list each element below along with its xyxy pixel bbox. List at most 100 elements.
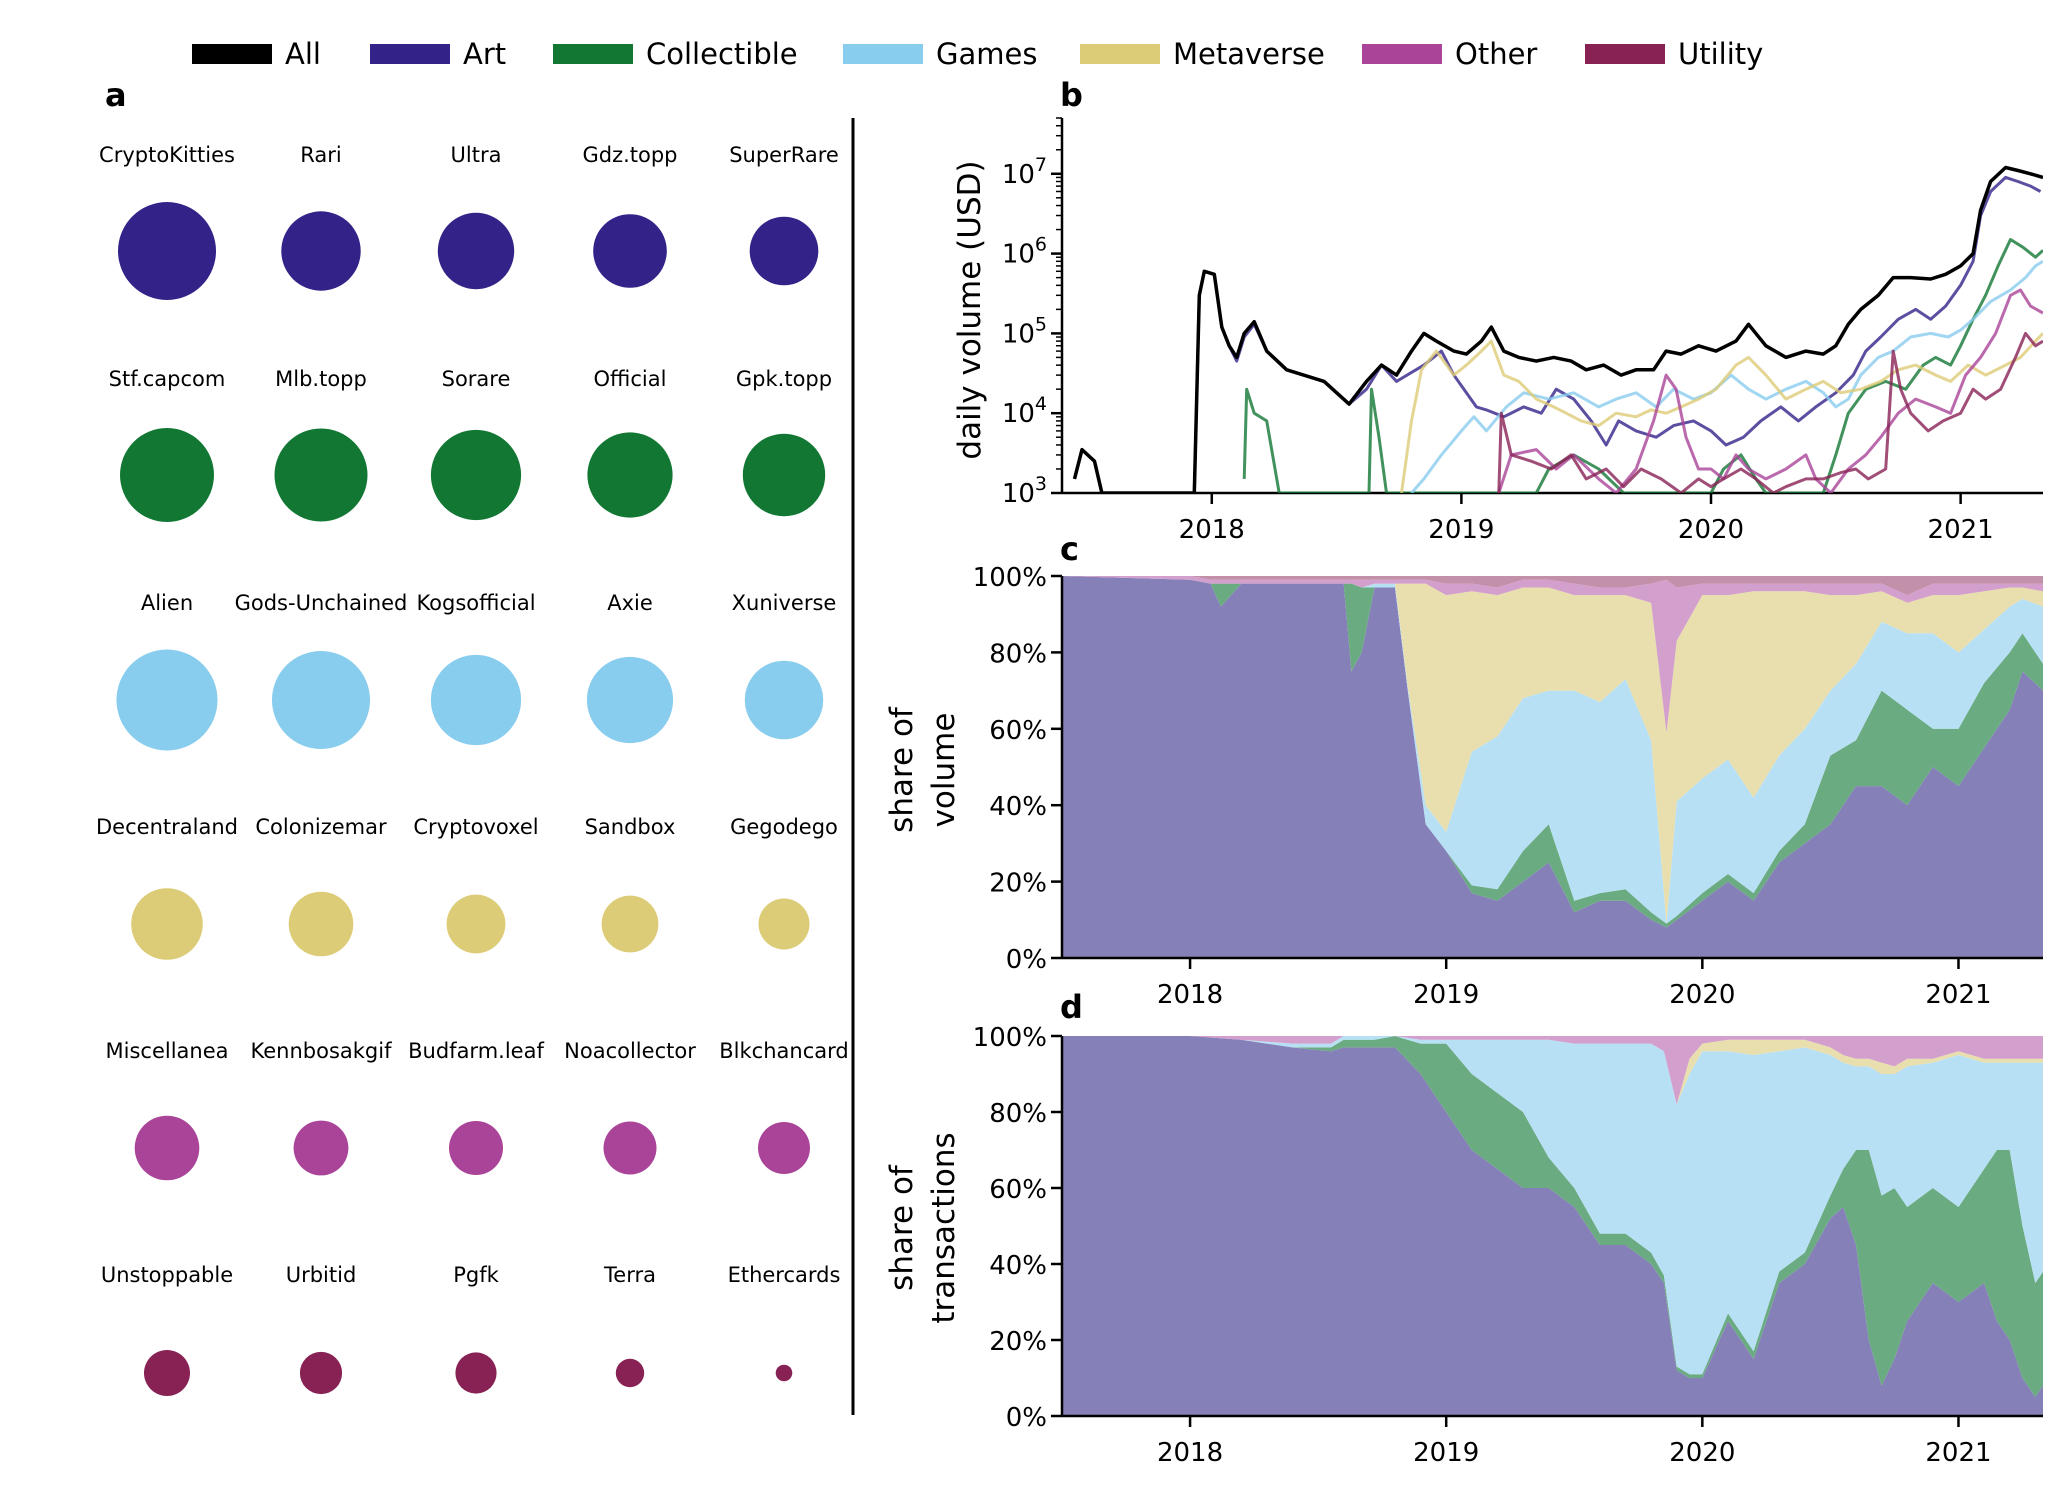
y-tick-label: 100% [973,563,1047,593]
legend-label-art: Art [463,37,506,71]
legend-label-metaverse: Metaverse [1173,37,1325,71]
legend-swatch-collectible [553,44,633,64]
y-tick-label: 107 [1002,154,1047,190]
bubble-label-superrare: SuperRare [729,143,839,167]
bubble-mlb-topp [274,428,368,522]
x-tick-label: 2021 [1925,1438,1991,1468]
bubble-kennbosakgif [293,1120,349,1176]
y-tick-label: 40% [989,792,1047,822]
bubble-urbitid [299,1351,343,1395]
line-all [1072,165,2043,493]
bubble-label-ethercards: Ethercards [728,1263,841,1287]
panel-a-letter: a [105,76,127,114]
bubble-budfarm-leaf [449,1121,503,1175]
bubble-blkchancard [758,1122,810,1174]
bubble-axie [586,656,674,744]
bubble-label-budfarm-leaf: Budfarm.leaf [408,1039,544,1063]
bubble-label-rari: Rari [300,143,341,167]
bubble-cryptovoxel [446,894,506,954]
legend: All Art Collectible Games Metaverse Other Util… [192,37,1763,71]
bubble-gdz-topp [593,214,667,288]
y-axis-title: daily volume (USD) [952,160,988,459]
bubble-label-kennbosakgif: Kennbosakgif [251,1039,393,1063]
bubble-label-official: Official [594,367,667,391]
y-tick-label: 0% [1006,945,1047,975]
area-metaverse [1062,576,2043,924]
y-tick-label: 40% [989,1251,1047,1281]
legend-label-games: Games [936,37,1037,71]
y-tick-label: 60% [989,716,1047,746]
bubble-gods-unchained [272,651,370,749]
legend-label-all: All [285,37,321,71]
panel-b-volume-lines: 103 104 105 106 107 2018 2019 2020 2021 daily vol… [952,117,2043,545]
x-tick-label: 2020 [1669,980,1735,1010]
y-axis-title-line: share of [884,706,920,833]
panel-d-letter: d [1060,988,1083,1026]
panel-d-share-of-transactions: 0% 20% 40% 60% 80% 100% 2018 2019 2020 2021 share … [884,1023,2043,1468]
x-tick-label: 2019 [1413,1438,1479,1468]
area-utility [1062,576,2043,596]
panel-a-bubbles: CryptoKitties Rari Ultra Gdz.topp SuperRare S… [96,143,849,1396]
bubble-label-gpk-topp: Gpk.topp [736,367,832,391]
bubble-stf-capcom [120,428,214,522]
x-tick-label: 2019 [1428,515,1494,545]
y-tick-label: 105 [1002,313,1047,349]
bubble-label-blkchancard: Blkchancard [719,1039,848,1063]
legend-swatch-other [1362,44,1442,64]
y-tick-label: 20% [989,1327,1047,1357]
bubble-miscellanea [134,1115,200,1181]
bubble-xuniverse [744,660,824,740]
x-tick-label: 2018 [1157,1438,1223,1468]
bubble-cryptokitties [118,202,216,300]
bubble-label-terra: Terra [603,1263,656,1287]
bubble-label-colonizemar: Colonizemar [255,815,387,839]
bubble-ultra [437,212,515,290]
bubble-terra [615,1358,645,1388]
bubble-label-kogsofficial: Kogsofficial [416,591,535,615]
x-tick-label: 2018 [1157,980,1223,1010]
bubble-official [587,432,673,518]
y-tick-label: 100% [973,1023,1047,1053]
x-tick-label: 2021 [1925,980,1991,1010]
area-art [1062,1036,2043,1416]
bubble-sandbox [601,895,659,953]
line-metaverse [1400,332,2043,493]
bubble-superrare [749,216,819,286]
bubble-label-sandbox: Sandbox [585,815,676,839]
y-tick-label: 104 [1002,393,1047,429]
area-games [1062,1036,2043,1375]
bubble-label-urbitid: Urbitid [286,1263,357,1287]
y-tick-label: 103 [1002,473,1047,509]
bubble-label-ultra: Ultra [451,143,502,167]
bubble-label-noacollector: Noacollector [564,1039,696,1063]
bubble-pgfk [455,1352,497,1394]
line-other [1497,288,2043,493]
line-utility [1497,331,2043,493]
area-other [1062,576,2043,733]
area-art [1062,576,2043,958]
bubble-label-unstoppable: Unstoppable [101,1263,233,1287]
legend-label-other: Other [1455,37,1537,71]
bubble-gpk-topp [742,433,826,517]
bubble-label-stf-capcom: Stf.capcom [109,367,226,391]
y-tick-label: 60% [989,1175,1047,1205]
area-games [1062,576,2043,924]
bubble-label-decentraland: Decentraland [96,815,238,839]
bubble-label-gods-unchained: Gods-Unchained [235,591,408,615]
bubble-alien [116,649,218,751]
y-tick-label: 80% [989,639,1047,669]
bubble-sorare [430,429,522,521]
legend-swatch-games [843,44,923,64]
y-axis-title-line: volume [926,713,962,828]
bubble-label-sorare: Sorare [442,367,511,391]
bubble-label-miscellanea: Miscellanea [106,1039,229,1063]
bubble-label-alien: Alien [141,591,193,615]
bubble-label-gegodego: Gegodego [730,815,838,839]
legend-label-collectible: Collectible [646,37,798,71]
bubble-unstoppable [144,1350,190,1396]
bubble-label-gdz-topp: Gdz.topp [582,143,677,167]
y-tick-label: 20% [989,869,1047,899]
bubble-decentraland [131,888,203,960]
bubble-label-pgfk: Pgfk [453,1263,499,1287]
